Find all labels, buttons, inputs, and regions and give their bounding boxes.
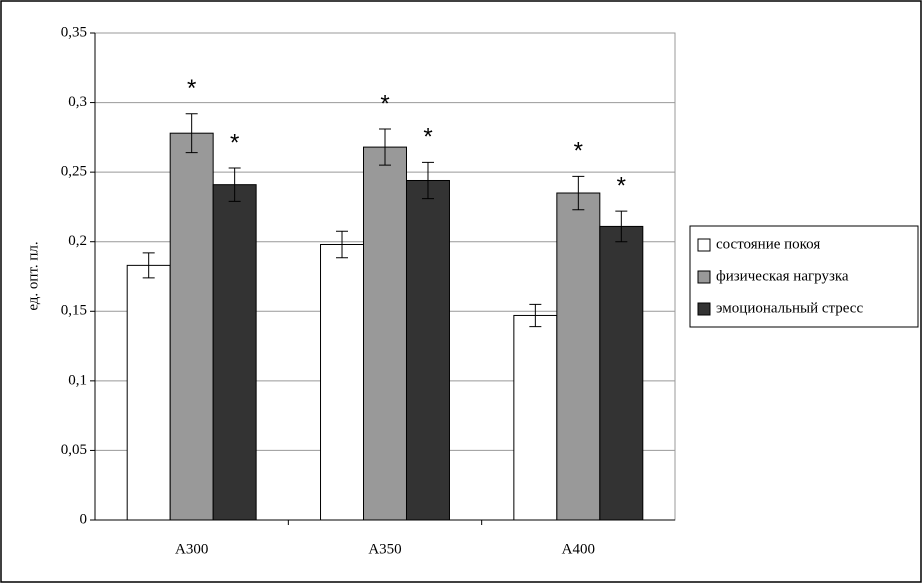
legend-box [689, 225, 919, 328]
significance-mark: * [574, 138, 583, 165]
significance-mark: * [230, 129, 239, 156]
error-bar [529, 303, 542, 328]
bar [556, 192, 601, 521]
x-tick-label: A400 [562, 541, 595, 557]
y-tick-label: 0,15 [61, 303, 87, 319]
x-tick-label: A300 [175, 541, 208, 557]
y-tick-label: 0,3 [68, 94, 87, 110]
legend-swatch [697, 302, 711, 316]
bar [320, 243, 365, 521]
y-tick-label: 0,05 [61, 442, 87, 458]
bar [513, 314, 558, 521]
error-bar [142, 252, 155, 279]
error-bar [615, 210, 628, 243]
significance-mark: * [380, 90, 389, 117]
bar [363, 146, 407, 521]
bar [405, 179, 450, 521]
y-tick-label: 0,25 [61, 164, 87, 180]
y-tick-label: 0,35 [61, 24, 87, 40]
y-tick-label: 0,2 [68, 233, 87, 249]
y-axis-label: ед. опт. пл. [25, 241, 41, 310]
error-bar [421, 161, 434, 200]
bar [169, 132, 214, 521]
significance-mark: * [617, 172, 626, 199]
x-tick-label: A350 [368, 541, 401, 557]
error-bar [228, 167, 241, 202]
error-bar [379, 128, 391, 166]
legend-swatch [697, 238, 711, 252]
error-bar [572, 175, 585, 211]
bar [126, 264, 171, 521]
bar [212, 184, 257, 521]
legend-label: физическая нагрузка [716, 268, 849, 284]
legend-label: эмоциональный стресс [716, 300, 863, 316]
significance-mark: * [423, 124, 432, 151]
y-tick-label: 0,1 [68, 372, 87, 388]
significance-mark: * [187, 75, 196, 102]
legend-label: состояние покоя [716, 236, 820, 252]
bar [599, 225, 644, 521]
error-bar [185, 113, 198, 154]
y-tick-label: 0 [80, 511, 88, 527]
error-bar [336, 230, 349, 259]
legend-swatch [697, 270, 711, 284]
